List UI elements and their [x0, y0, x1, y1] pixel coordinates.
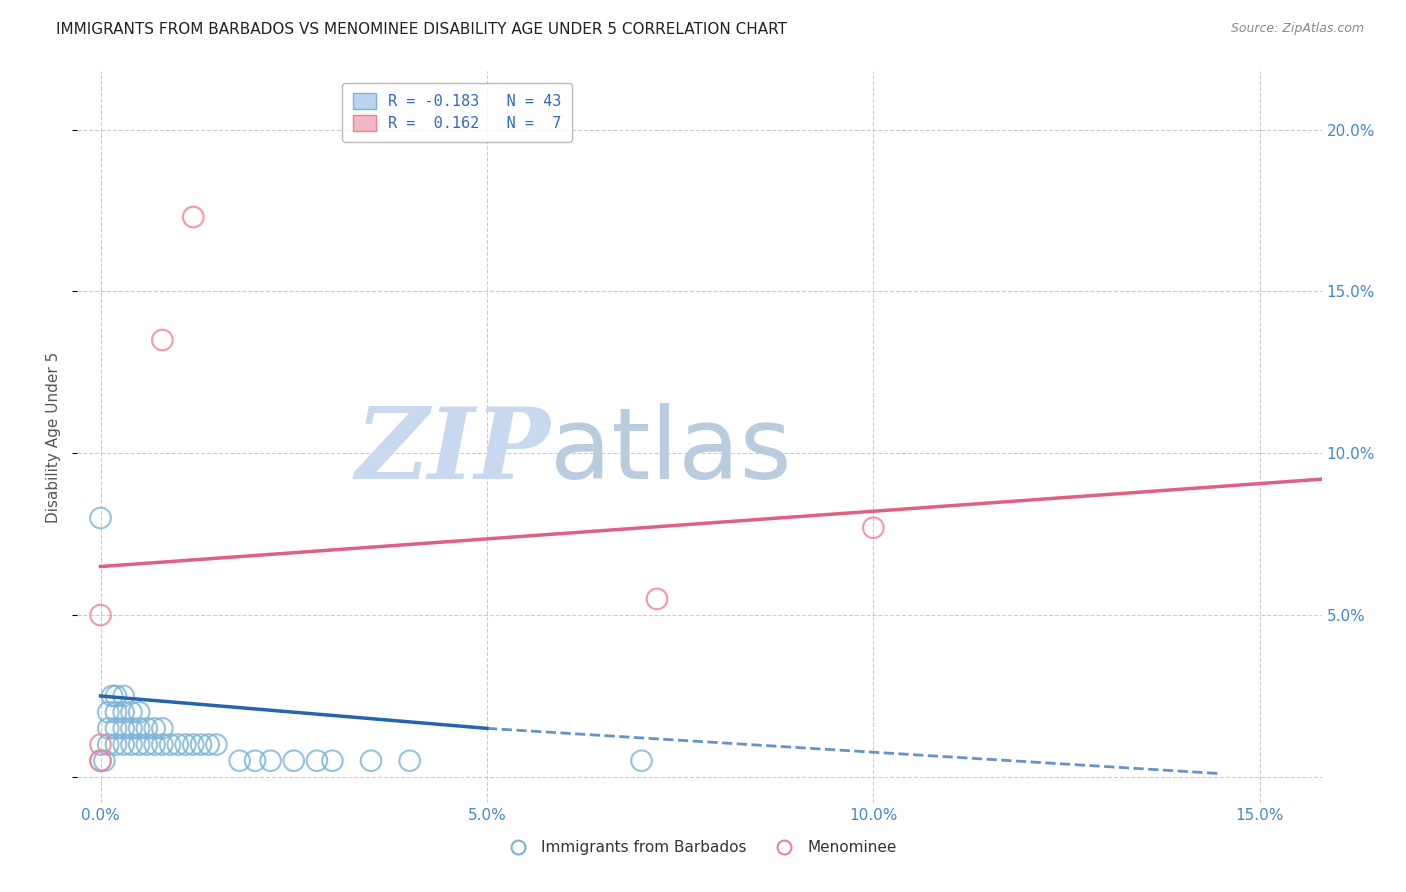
Text: IMMIGRANTS FROM BARBADOS VS MENOMINEE DISABILITY AGE UNDER 5 CORRELATION CHART: IMMIGRANTS FROM BARBADOS VS MENOMINEE DI…: [56, 22, 787, 37]
Point: [197, 738, 219, 752]
Point: [89, 608, 111, 623]
Point: [135, 738, 157, 752]
Point: [243, 754, 266, 768]
Point: [205, 738, 228, 752]
Point: [104, 689, 127, 703]
Point: [89, 754, 111, 768]
Point: [89, 738, 111, 752]
Point: [143, 738, 166, 752]
Y-axis label: Disability Age Under 5: Disability Age Under 5: [46, 351, 62, 523]
Point: [135, 722, 157, 736]
Point: [174, 738, 197, 752]
Point: [150, 333, 173, 347]
Point: [112, 738, 135, 752]
Point: [305, 754, 328, 768]
Point: [104, 705, 127, 719]
Text: Source: ZipAtlas.com: Source: ZipAtlas.com: [1230, 22, 1364, 36]
Point: [120, 722, 142, 736]
Point: [645, 591, 668, 606]
Point: [150, 738, 173, 752]
Point: [97, 738, 120, 752]
Point: [104, 738, 127, 752]
Point: [283, 754, 305, 768]
Point: [120, 705, 142, 719]
Point: [128, 705, 150, 719]
Point: [97, 705, 120, 719]
Point: [120, 738, 142, 752]
Point: [104, 722, 127, 736]
Point: [398, 754, 420, 768]
Point: [190, 738, 212, 752]
Point: [143, 722, 166, 736]
Point: [360, 754, 382, 768]
Point: [89, 511, 111, 525]
Point: [101, 689, 124, 703]
Point: [93, 754, 115, 768]
Point: [112, 722, 135, 736]
Point: [150, 722, 173, 736]
Point: [181, 738, 204, 752]
Point: [89, 754, 111, 768]
Point: [630, 754, 652, 768]
Point: [112, 689, 135, 703]
Point: [228, 754, 250, 768]
Point: [159, 738, 181, 752]
Point: [97, 722, 120, 736]
Text: ZIP: ZIP: [356, 403, 550, 500]
Point: [321, 754, 343, 768]
Point: [166, 738, 188, 752]
Point: [181, 210, 204, 224]
Text: atlas: atlas: [550, 403, 792, 500]
Point: [259, 754, 281, 768]
Point: [128, 722, 150, 736]
Point: [112, 705, 135, 719]
Point: [128, 738, 150, 752]
Legend: Immigrants from Barbados, Menominee: Immigrants from Barbados, Menominee: [496, 834, 903, 861]
Point: [862, 521, 884, 535]
